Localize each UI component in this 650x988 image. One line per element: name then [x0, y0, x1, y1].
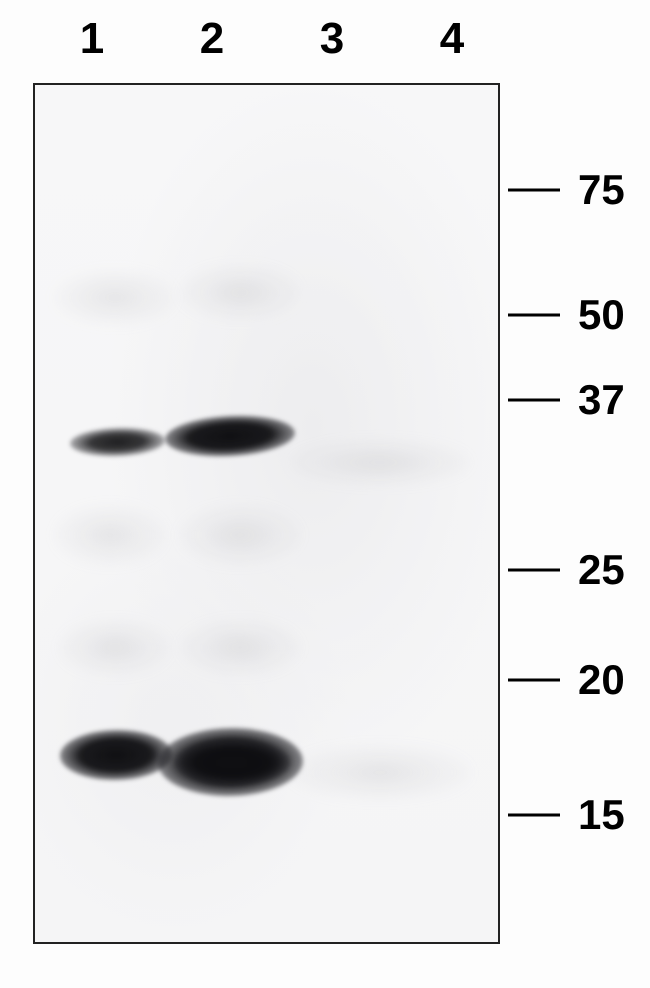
- marker-label-25: 25: [578, 546, 625, 594]
- marker-tick-25: [508, 569, 560, 572]
- marker-label-50: 50: [578, 291, 625, 339]
- marker-tick-15: [508, 814, 560, 817]
- lane-label-4: 4: [440, 14, 464, 64]
- lane-label-3: 3: [320, 14, 344, 64]
- figure-container: 1 2 3 4 75 50 37 25 20 15: [0, 0, 650, 988]
- marker-label-37: 37: [578, 376, 625, 424]
- marker-tick-75: [508, 189, 560, 192]
- lane-label-1: 1: [80, 14, 104, 64]
- marker-label-20: 20: [578, 656, 625, 704]
- marker-label-75: 75: [578, 166, 625, 214]
- marker-tick-37: [508, 399, 560, 402]
- marker-tick-20: [508, 679, 560, 682]
- marker-label-15: 15: [578, 791, 625, 839]
- blot-frame: [33, 83, 500, 944]
- marker-tick-50: [508, 314, 560, 317]
- lane-label-2: 2: [200, 14, 224, 64]
